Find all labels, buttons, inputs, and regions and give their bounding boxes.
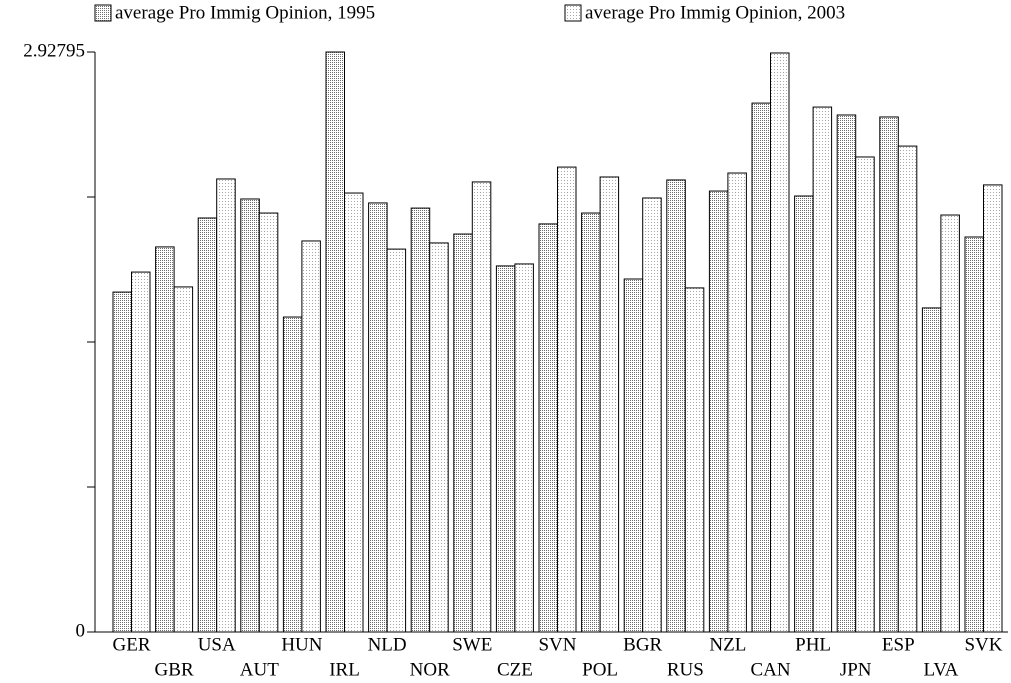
- x-tick-label: USA: [198, 634, 236, 655]
- legend-label: average Pro Immig Opinion, 1995: [115, 2, 375, 23]
- x-tick-label: JPN: [840, 659, 872, 680]
- x-tick-label: SWE: [452, 634, 492, 655]
- bar: [344, 192, 364, 633]
- x-tick-label: SVN: [538, 634, 576, 655]
- bar: [495, 265, 516, 633]
- legend-swatch: [94, 4, 112, 22]
- bar: [581, 212, 601, 633]
- bar: [708, 190, 729, 633]
- bar: [410, 207, 431, 633]
- bar: [258, 212, 279, 633]
- bar: [112, 291, 132, 633]
- bar: [429, 242, 449, 633]
- legend-label: average Pro Immig Opinion, 2003: [585, 2, 845, 23]
- bar: [751, 102, 771, 633]
- bar: [897, 145, 918, 633]
- x-tick-label: IRL: [329, 659, 360, 680]
- bar: [599, 176, 620, 633]
- bar: [282, 316, 303, 633]
- bar: [197, 217, 218, 633]
- bar: [879, 116, 899, 633]
- x-tick-label: HUN: [281, 634, 322, 655]
- x-tick-label: SVK: [964, 634, 1002, 655]
- bar: [325, 51, 345, 633]
- bar: [173, 286, 194, 633]
- y-tick-label: 0: [76, 620, 86, 641]
- bar: [666, 179, 686, 633]
- bar: [471, 181, 492, 633]
- x-tick-label: NZL: [709, 634, 746, 655]
- bar: [453, 233, 473, 633]
- x-tick-label: GER: [113, 634, 151, 655]
- bar: [557, 166, 577, 633]
- x-tick-label: ESP: [882, 634, 915, 655]
- bar: [684, 287, 705, 633]
- bar: [812, 106, 833, 633]
- bar: [386, 248, 407, 633]
- x-tick-label: NOR: [410, 659, 450, 680]
- x-tick-label: RUS: [667, 659, 704, 680]
- x-tick-label: GBR: [155, 659, 194, 680]
- bar: [131, 271, 151, 633]
- x-tick-label: NLD: [368, 634, 407, 655]
- bar: [514, 263, 534, 633]
- bar: [836, 114, 857, 633]
- x-tick-label: BGR: [623, 634, 662, 655]
- bar: [240, 198, 260, 633]
- bar: [538, 223, 558, 633]
- x-tick-label: LVA: [923, 659, 958, 680]
- x-tick-label: CZE: [497, 659, 533, 680]
- bar: [855, 156, 875, 633]
- bar: [770, 52, 790, 633]
- bar: [727, 172, 747, 633]
- x-tick-label: AUT: [240, 659, 279, 680]
- bar: [301, 240, 321, 633]
- legend-swatch: [564, 4, 582, 22]
- bar: [642, 197, 662, 633]
- bar: [921, 307, 942, 633]
- bar: [940, 214, 960, 633]
- bar: [794, 195, 814, 633]
- bar: [155, 246, 175, 633]
- bar: [964, 236, 984, 633]
- x-tick-label: CAN: [750, 659, 790, 680]
- x-tick-label: POL: [582, 659, 618, 680]
- bar: [983, 184, 1003, 633]
- bar: [623, 278, 644, 633]
- y-tick-label: 2.92795: [23, 40, 85, 61]
- bar: [368, 202, 388, 633]
- x-tick-label: PHL: [795, 634, 831, 655]
- bar: [216, 178, 236, 633]
